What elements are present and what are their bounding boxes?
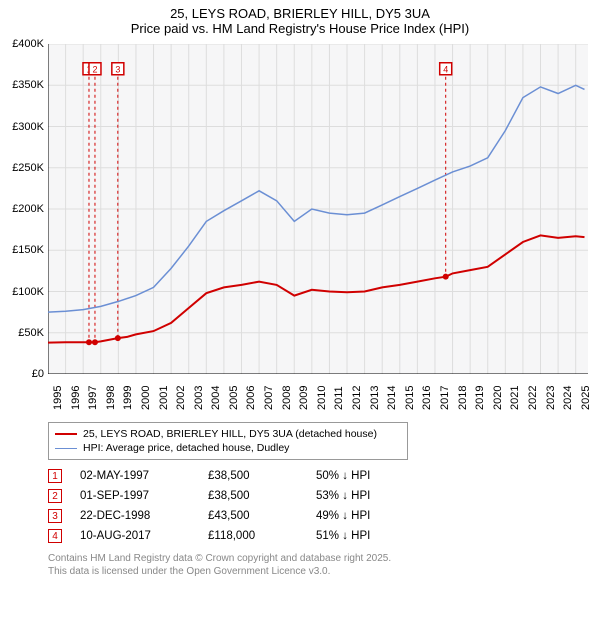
x-tick-label: 2003 — [193, 386, 205, 410]
sale-marker-box: 4 — [48, 529, 62, 543]
sale-price: £118,000 — [208, 530, 298, 542]
x-tick-label: 2007 — [263, 386, 275, 410]
attribution-line1: Contains HM Land Registry data © Crown c… — [48, 552, 588, 565]
x-tick-label: 2022 — [527, 386, 539, 410]
y-tick-label: £300K — [12, 121, 44, 133]
legend: 25, LEYS ROAD, BRIERLEY HILL, DY5 3UA (d… — [48, 422, 408, 460]
x-tick-label: 2009 — [298, 386, 310, 410]
x-tick-label: 2012 — [351, 386, 363, 410]
x-tick-label: 2016 — [421, 386, 433, 410]
sale-marker-box: 1 — [48, 469, 62, 483]
x-tick-label: 2006 — [245, 386, 257, 410]
legend-swatch — [55, 448, 77, 449]
x-tick-label: 2011 — [333, 386, 345, 410]
sale-pct-vs-hpi: 51% ↓ HPI — [316, 530, 406, 542]
sale-price: £38,500 — [208, 470, 298, 482]
sale-date: 22-DEC-1998 — [80, 510, 190, 522]
title-block: 25, LEYS ROAD, BRIERLEY HILL, DY5 3UA Pr… — [0, 0, 600, 38]
attribution: Contains HM Land Registry data © Crown c… — [48, 552, 588, 578]
x-tick-label: 2005 — [228, 386, 240, 410]
y-tick-label: £50K — [18, 327, 44, 339]
legend-label: HPI: Average price, detached house, Dudl… — [83, 442, 289, 454]
legend-item: 25, LEYS ROAD, BRIERLEY HILL, DY5 3UA (d… — [55, 427, 401, 441]
x-tick-label: 1998 — [105, 386, 117, 410]
x-tick-label: 2024 — [562, 386, 574, 410]
x-tick-label: 2013 — [369, 386, 381, 410]
x-tick-label: 2017 — [439, 386, 451, 410]
x-tick-label: 2023 — [545, 386, 557, 410]
x-tick-label: 2020 — [492, 386, 504, 410]
legend-label: 25, LEYS ROAD, BRIERLEY HILL, DY5 3UA (d… — [83, 428, 377, 440]
sales-row: 2 01-SEP-1997 £38,500 53% ↓ HPI — [48, 486, 588, 506]
legend-swatch — [55, 433, 77, 435]
x-tick-label: 1999 — [122, 386, 134, 410]
sale-marker-box: 3 — [48, 509, 62, 523]
svg-text:4: 4 — [443, 64, 448, 74]
sales-row: 3 22-DEC-1998 £43,500 49% ↓ HPI — [48, 506, 588, 526]
sale-date: 02-MAY-1997 — [80, 470, 190, 482]
sales-row: 1 02-MAY-1997 £38,500 50% ↓ HPI — [48, 466, 588, 486]
x-tick-label: 2000 — [140, 386, 152, 410]
x-tick-label: 2014 — [386, 386, 398, 410]
legend-item: HPI: Average price, detached house, Dudl… — [55, 441, 401, 455]
x-tick-label: 2015 — [404, 386, 416, 410]
x-tick-label: 2018 — [457, 386, 469, 410]
sale-marker-box: 2 — [48, 489, 62, 503]
x-tick-label: 2002 — [175, 386, 187, 410]
sale-date: 10-AUG-2017 — [80, 530, 190, 542]
plot-svg: 1234 — [48, 44, 588, 374]
y-tick-label: £200K — [12, 203, 44, 215]
x-tick-label: 1995 — [52, 386, 64, 410]
sales-row: 4 10-AUG-2017 £118,000 51% ↓ HPI — [48, 526, 588, 546]
x-tick-label: 2021 — [509, 386, 521, 410]
x-tick-label: 1997 — [87, 386, 99, 410]
y-axis-labels: £0 £50K £100K £150K £200K £250K £300K £350K £400… — [0, 38, 48, 418]
title-subtitle: Price paid vs. HM Land Registry's House … — [10, 21, 590, 36]
x-tick-label: 2004 — [210, 386, 222, 410]
x-axis-labels: 1995 1996 1997 1998 1999 2000 2001 2002 2003 2004… — [48, 378, 588, 418]
plot-area: 1234 — [48, 44, 588, 374]
chart-zone: £0 £50K £100K £150K £200K £250K £300K £350K £400… — [0, 38, 600, 418]
chart-container: 25, LEYS ROAD, BRIERLEY HILL, DY5 3UA Pr… — [0, 0, 600, 578]
sales-table: 1 02-MAY-1997 £38,500 50% ↓ HPI 2 01-SEP-1997… — [48, 466, 588, 546]
y-tick-label: £150K — [12, 244, 44, 256]
x-tick-label: 2001 — [158, 386, 170, 410]
sale-date: 01-SEP-1997 — [80, 490, 190, 502]
y-tick-label: £400K — [12, 38, 44, 50]
y-tick-label: £350K — [12, 79, 44, 91]
sale-price: £43,500 — [208, 510, 298, 522]
sale-pct-vs-hpi: 53% ↓ HPI — [316, 490, 406, 502]
x-tick-label: 2025 — [580, 386, 592, 410]
x-tick-label: 1996 — [70, 386, 82, 410]
x-tick-label: 2019 — [474, 386, 486, 410]
sale-price: £38,500 — [208, 490, 298, 502]
svg-text:2: 2 — [92, 64, 97, 74]
attribution-line2: This data is licensed under the Open Gov… — [48, 565, 588, 578]
y-tick-label: £250K — [12, 162, 44, 174]
title-address: 25, LEYS ROAD, BRIERLEY HILL, DY5 3UA — [10, 6, 590, 21]
x-tick-label: 2008 — [281, 386, 293, 410]
y-tick-label: £100K — [12, 286, 44, 298]
x-tick-label: 2010 — [316, 386, 328, 410]
y-tick-label: £0 — [32, 368, 44, 380]
sale-pct-vs-hpi: 49% ↓ HPI — [316, 510, 406, 522]
svg-text:3: 3 — [115, 64, 120, 74]
sale-pct-vs-hpi: 50% ↓ HPI — [316, 470, 406, 482]
